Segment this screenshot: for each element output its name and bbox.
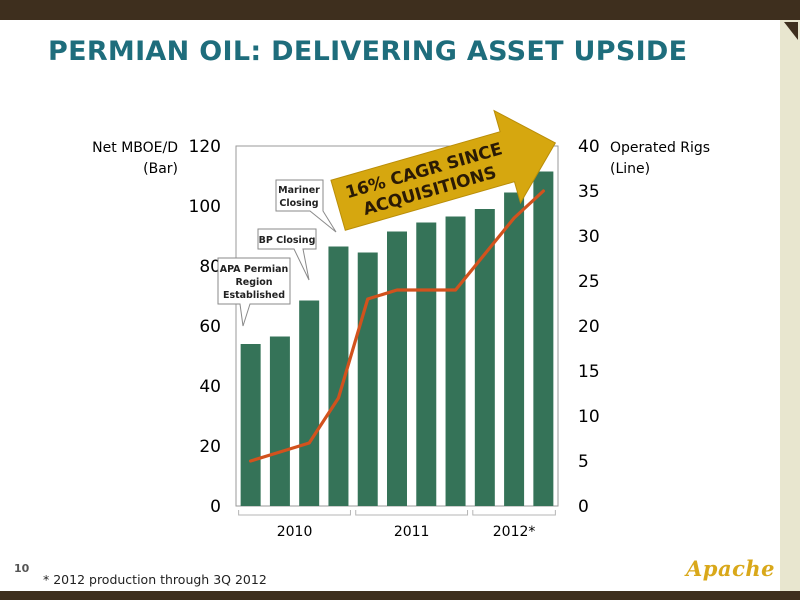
apache-logo: Apache: [686, 556, 775, 581]
bar-8: [474, 209, 495, 506]
left-tick-label: 80: [199, 257, 221, 277]
right-tick-label: 25: [578, 272, 600, 292]
slide-title: PERMIAN OIL: DELIVERING ASSET UPSIDE: [48, 36, 688, 67]
callout-bp-line1: BP Closing: [259, 235, 316, 246]
x-group-label: 2010: [277, 524, 313, 540]
bar-3: [328, 246, 349, 506]
bar-6: [416, 222, 437, 506]
callout-apa-line2: Region: [235, 277, 272, 288]
bar-1: [269, 336, 290, 506]
callout-apa-permian: APA Permian Region Established: [217, 257, 291, 327]
left-tick-label: 120: [189, 137, 221, 157]
callout-mariner-closing: Mariner Closing: [275, 179, 337, 233]
top-band: [0, 0, 800, 20]
left-tick-label: 20: [199, 437, 221, 457]
right-tick-label: 40: [578, 137, 600, 157]
right-tick-label: 15: [578, 362, 600, 382]
callout-bp-closing: BP Closing: [257, 228, 317, 281]
left-axis-title-line1: Net MBOE/D: [92, 140, 178, 156]
left-tick-label: 60: [199, 317, 221, 337]
bottom-band: [0, 591, 800, 600]
right-side-strip: [780, 20, 800, 591]
left-tick-label: 40: [199, 377, 221, 397]
x-group-label: 2012*: [493, 524, 536, 540]
corner-tab: [784, 22, 798, 40]
callout-apa-line1: APA Permian: [220, 264, 289, 275]
x-group-bracket: [238, 510, 351, 516]
x-group-bracket: [472, 510, 556, 516]
bar-5: [387, 231, 407, 506]
callout-mariner-line2: Closing: [279, 198, 318, 209]
right-tick-label: 5: [578, 452, 589, 472]
x-group-label: 2011: [394, 524, 430, 540]
bar-4: [357, 252, 378, 506]
x-group-bracket: [355, 510, 469, 516]
bar-9: [504, 192, 525, 506]
right-tick-label: 30: [578, 227, 600, 247]
right-tick-label: 35: [578, 182, 600, 202]
bar-7: [445, 216, 466, 506]
bar-10: [533, 171, 554, 506]
slide-number: 10: [14, 562, 30, 575]
right-tick-label: 10: [578, 407, 600, 427]
callout-apa-line3: Established: [223, 290, 285, 301]
left-tick-label: 0: [210, 497, 221, 517]
bar-0: [240, 344, 261, 506]
left-axis-title-line2: (Bar): [143, 161, 178, 177]
right-axis-title-line2: (Line): [610, 161, 650, 177]
right-axis-title-line1: Operated Rigs: [610, 140, 710, 156]
footnote: * 2012 production through 3Q 2012: [43, 572, 267, 587]
bar-2: [299, 300, 320, 506]
right-tick-label: 0: [578, 497, 589, 517]
left-tick-label: 100: [189, 197, 221, 217]
right-tick-label: 20: [578, 317, 600, 337]
callout-mariner-line1: Mariner: [278, 185, 320, 196]
